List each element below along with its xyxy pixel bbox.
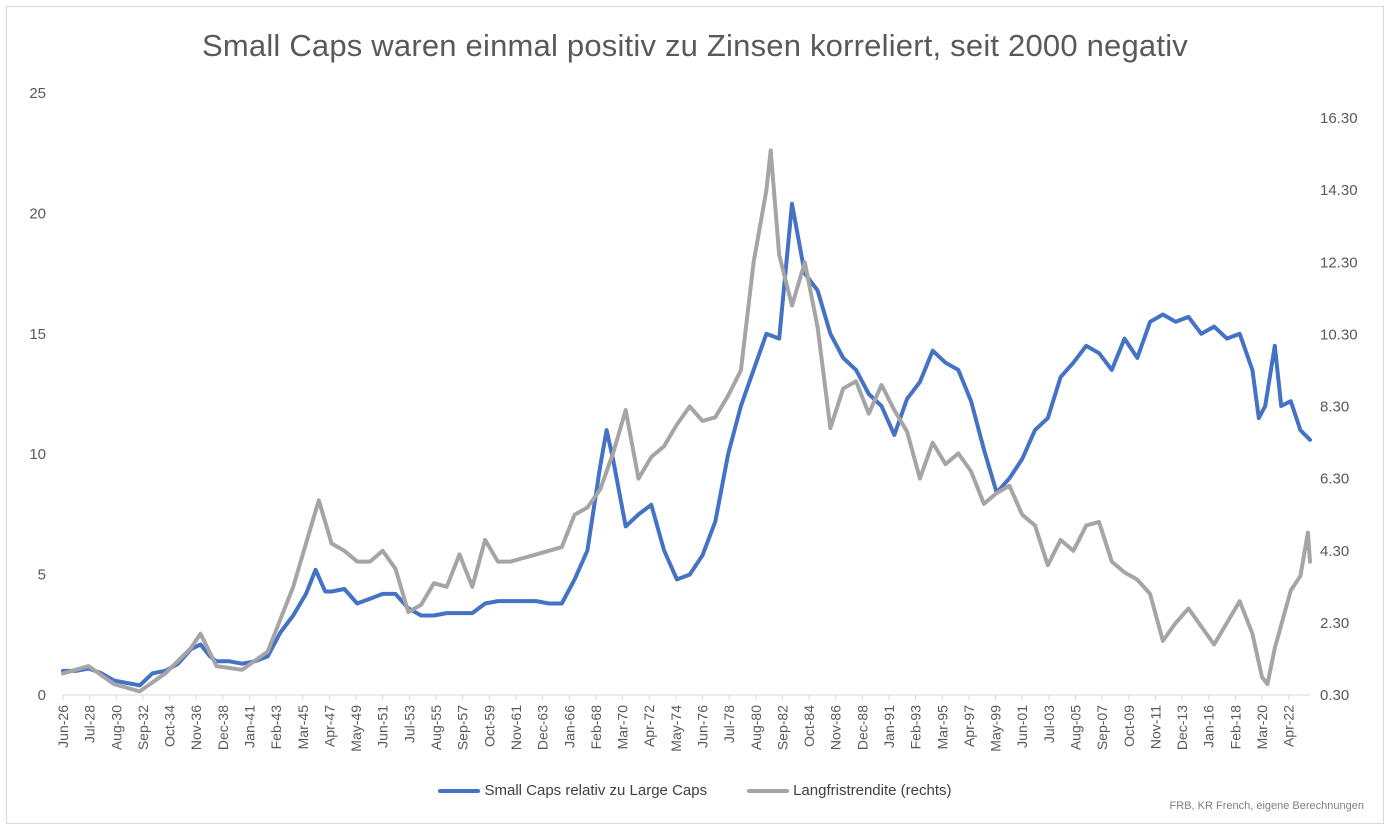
y-left-tick-label: 10 (29, 446, 46, 463)
x-tick-label: Jan-66 (561, 705, 577, 748)
x-tick-label: Oct-59 (481, 705, 497, 747)
x-tick-label: Feb-43 (268, 705, 284, 750)
x-tick-label: Apr-97 (961, 705, 977, 747)
x-tick-label: Sep-57 (455, 705, 471, 750)
x-tick-label: Oct-09 (1121, 705, 1137, 747)
x-tick-label: May-74 (668, 705, 684, 752)
x-tick-label: Mar-45 (295, 705, 311, 750)
x-tick-label: Nov-11 (1147, 705, 1163, 749)
x-tick-label: Jan-41 (242, 705, 258, 748)
x-tick-label: Sep-32 (135, 705, 151, 750)
x-tick-label: Oct-34 (162, 705, 178, 747)
x-tick-label: Jul-53 (401, 705, 417, 743)
x-tick-label: May-49 (348, 705, 364, 752)
legend-swatch-small-caps (438, 788, 481, 793)
x-tick-label: Mar-20 (1254, 705, 1270, 750)
series-line-small-caps (61, 201, 1312, 688)
y-right-tick-label: 16.30 (1320, 110, 1358, 127)
x-tick-label: Apr-72 (641, 705, 657, 747)
y-left-tick-label: 0 (38, 687, 46, 704)
x-tick-label: Nov-61 (508, 705, 524, 750)
x-tick-label: Jul-03 (1041, 705, 1057, 743)
x-tick-label: May-99 (988, 705, 1004, 752)
y-right-tick-label: 12.30 (1320, 254, 1358, 271)
series-line-yield (61, 148, 1312, 694)
y-right-tick-label: 0.30 (1320, 687, 1349, 704)
x-tick-label: Jul-78 (721, 705, 737, 743)
legend-item-yield: Langfristrendite (rechts) (747, 782, 952, 799)
y-left-tick-label: 15 (29, 326, 46, 343)
legend-label-small-caps: Small Caps relativ zu Large Caps (484, 782, 708, 799)
x-tick-label: Jun-51 (375, 705, 391, 748)
legend-label-yield: Langfristrendite (rechts) (793, 782, 952, 799)
legend-item-small-caps: Small Caps relativ zu Large Caps (438, 782, 707, 799)
x-tick-label: Mar-95 (934, 705, 950, 750)
x-tick-label: Jun-76 (694, 705, 710, 748)
x-tick-label: Jan-16 (1201, 705, 1217, 748)
source-note: FRB, KR French, eigene Berechnungen (1169, 800, 1364, 812)
x-tick-label: Jun-26 (55, 705, 71, 748)
x-tick-label: Apr-22 (1281, 705, 1297, 747)
x-tick-label: Feb-93 (908, 705, 924, 750)
x-tick-label: Dec-63 (535, 705, 551, 750)
x-tick-label: Nov-36 (188, 705, 204, 750)
x-tick-label: Sep-82 (774, 705, 790, 750)
y-right-tick-label: 4.30 (1320, 543, 1349, 560)
y-left-tick-label: 5 (38, 567, 46, 584)
y-right-tick-label: 14.30 (1320, 182, 1358, 199)
y-left-tick-label: 25 (29, 85, 46, 102)
chart-legend: Small Caps relativ zu Large Caps Langfri… (0, 782, 1390, 799)
x-tick-label: Jan-91 (881, 705, 897, 748)
y-left-tick-label: 20 (29, 205, 46, 222)
x-tick-label: Sep-07 (1094, 705, 1110, 750)
x-tick-label: Apr-47 (321, 705, 337, 747)
x-tick-label: Aug-80 (748, 705, 764, 750)
x-tick-label: Mar-70 (615, 705, 631, 750)
x-tick-label: Dec-13 (1174, 705, 1190, 750)
y-right-tick-label: 6.30 (1320, 471, 1349, 488)
x-tick-label: Oct-84 (801, 705, 817, 747)
chart-title: Small Caps waren einmal positiv zu Zinse… (202, 28, 1188, 63)
x-tick-label: Feb-68 (588, 705, 604, 750)
x-tick-label: Aug-05 (1068, 705, 1084, 750)
x-tick-label: Feb-18 (1227, 705, 1243, 750)
x-tick-label: Jun-01 (1014, 705, 1030, 748)
x-tick-label: Aug-30 (108, 705, 124, 750)
y-right-tick-label: 8.30 (1320, 399, 1349, 416)
x-tick-label: Dec-38 (215, 705, 231, 750)
x-tick-label: Dec-88 (854, 705, 870, 750)
x-tick-label: Jul-28 (82, 705, 98, 743)
legend-swatch-yield (747, 788, 790, 793)
x-tick-label: Aug-55 (428, 705, 444, 750)
y-right-tick-label: 10.30 (1320, 326, 1358, 343)
x-tick-label: Nov-86 (828, 705, 844, 750)
y-right-tick-label: 2.30 (1320, 615, 1349, 632)
